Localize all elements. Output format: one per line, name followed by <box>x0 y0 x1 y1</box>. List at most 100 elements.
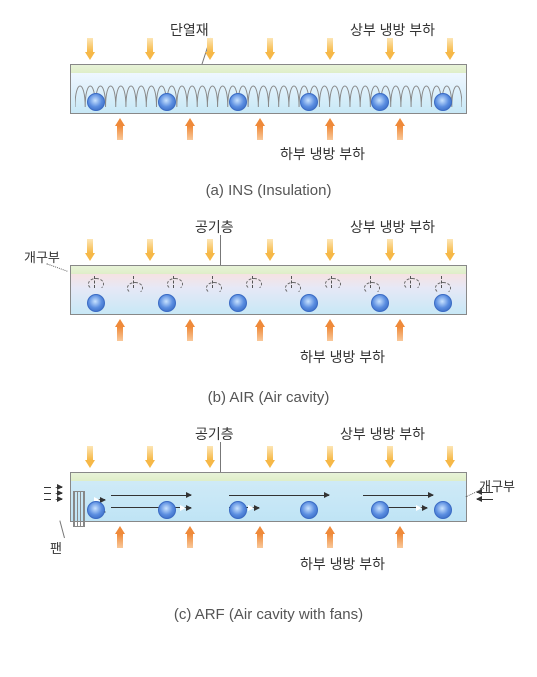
load-arrow-up <box>257 327 263 341</box>
airflow-arrow <box>387 507 427 509</box>
diagram-a-ins: 단열재 상부 냉방 부하 하부 냉방 부하 <box>20 20 517 170</box>
air-down-icon <box>441 276 442 288</box>
air-swirl-icon <box>404 278 420 290</box>
arrowhead-down-icon <box>325 460 335 468</box>
arrowhead-down-icon <box>85 460 95 468</box>
load-arrow-down <box>267 38 273 52</box>
arrowhead-down-icon <box>145 52 155 60</box>
arrowhead-up-icon <box>325 118 335 126</box>
air-swirl-icon <box>167 278 183 290</box>
panel-b <box>70 265 467 315</box>
diagram-b-air: 공기층 상부 냉방 부하 개구부 하부 냉방 부하 <box>20 217 517 377</box>
cooling-pipe <box>229 93 247 111</box>
air-down-icon <box>331 276 332 288</box>
cooling-pipe <box>158 501 176 519</box>
arrowhead-down-icon <box>205 52 215 60</box>
arrowhead-down-icon <box>445 253 455 261</box>
bottom-arrows-c <box>20 524 517 550</box>
bottom-arrows-b <box>20 317 517 343</box>
arrowhead-up-icon <box>255 526 265 534</box>
top-arrows-a <box>20 38 517 64</box>
label-air-layer-c: 공기층 <box>195 424 234 444</box>
arrowhead-down-icon <box>265 52 275 60</box>
cooling-pipe <box>87 501 105 519</box>
arrowhead-down-icon <box>145 253 155 261</box>
arrowhead-down-icon <box>265 253 275 261</box>
arrowhead-up-icon <box>395 319 405 327</box>
load-arrow-up <box>397 534 403 548</box>
air-swirl-icon <box>435 282 451 294</box>
airflow-arrow <box>229 495 329 496</box>
cooling-pipe <box>371 93 389 111</box>
load-arrow-down <box>447 239 453 253</box>
load-arrow-up <box>117 327 123 341</box>
arrowhead-up-icon <box>255 118 265 126</box>
load-arrow-down <box>447 446 453 460</box>
load-arrow-up <box>397 327 403 341</box>
air-down-icon <box>410 276 411 288</box>
cooling-pipe <box>300 294 318 312</box>
arrowhead-down-icon <box>205 253 215 261</box>
air-down-icon <box>173 276 174 288</box>
load-arrow-down <box>327 239 333 253</box>
label-bottom-load-b: 하부 냉방 부하 <box>300 347 385 367</box>
cooling-pipe <box>300 501 318 519</box>
load-arrow-up <box>117 126 123 140</box>
arrowhead-down-icon <box>385 460 395 468</box>
ext-air-out <box>477 486 493 506</box>
load-arrow-up <box>117 534 123 548</box>
panel-c <box>70 472 467 522</box>
cooling-pipe <box>87 93 105 111</box>
label-top-load-a: 상부 냉방 부하 <box>350 20 435 40</box>
panel-body-c <box>71 481 466 521</box>
load-arrow-down <box>87 38 93 52</box>
air-down-icon <box>212 276 213 288</box>
label-air-layer-b: 공기층 <box>195 217 234 237</box>
air-down-icon <box>291 276 292 288</box>
load-arrow-up <box>187 327 193 341</box>
arrowhead-up-icon <box>185 118 195 126</box>
arrowhead-down-icon <box>385 253 395 261</box>
arrowhead-up-icon <box>325 526 335 534</box>
cooling-pipe <box>87 294 105 312</box>
load-arrow-down <box>147 446 153 460</box>
fan-hatch <box>73 491 85 527</box>
panel-a <box>70 64 467 114</box>
caption-a: (a) INS (Insulation) <box>20 182 517 199</box>
load-arrow-down <box>87 239 93 253</box>
top-arrows-c <box>20 446 517 472</box>
arrowhead-up-icon <box>115 319 125 327</box>
cooling-pipe <box>158 294 176 312</box>
cooling-pipe <box>229 501 247 519</box>
arrowhead-up-icon <box>255 319 265 327</box>
cooling-pipe <box>371 501 389 519</box>
load-arrow-down <box>387 446 393 460</box>
load-arrow-down <box>147 38 153 52</box>
arrowhead-up-icon <box>395 118 405 126</box>
insulation-coil <box>75 79 462 109</box>
load-arrow-up <box>327 126 333 140</box>
load-arrow-down <box>327 38 333 52</box>
cooling-pipe <box>434 501 452 519</box>
panel-body-b <box>71 274 466 314</box>
arrowhead-down-icon <box>445 52 455 60</box>
cooling-pipe <box>229 294 247 312</box>
load-arrow-up <box>327 327 333 341</box>
label-insulation: 단열재 <box>170 20 209 40</box>
air-swirl-icon <box>246 278 262 290</box>
arrowhead-down-icon <box>205 460 215 468</box>
arrowhead-up-icon <box>185 319 195 327</box>
load-arrow-up <box>397 126 403 140</box>
arrowhead-down-icon <box>265 460 275 468</box>
arrowhead-down-icon <box>385 52 395 60</box>
air-down-icon <box>370 276 371 288</box>
label-top-load-c: 상부 냉방 부하 <box>340 424 425 444</box>
caption-b: (b) AIR (Air cavity) <box>20 389 517 406</box>
arrowhead-up-icon <box>115 526 125 534</box>
ext-air-in <box>44 482 62 505</box>
load-arrow-down <box>207 239 213 253</box>
arrowhead-up-icon <box>325 319 335 327</box>
load-arrow-up <box>257 126 263 140</box>
arrowhead-down-icon <box>325 253 335 261</box>
load-arrow-down <box>387 38 393 52</box>
